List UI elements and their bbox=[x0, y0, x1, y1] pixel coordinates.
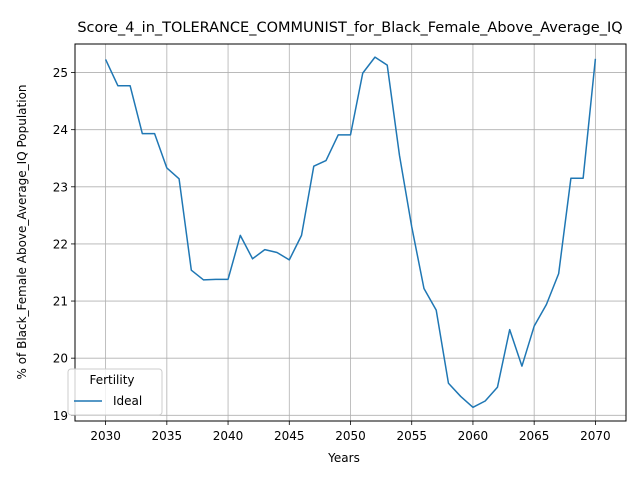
y-tick-label: 22 bbox=[53, 237, 68, 251]
series-layer bbox=[104, 56, 597, 409]
legend-title: Fertility bbox=[89, 373, 134, 387]
x-tick-label: 2055 bbox=[396, 429, 427, 443]
legend: Fertility Ideal bbox=[67, 368, 163, 416]
x-axis-label: Years bbox=[327, 451, 360, 465]
x-tick-label: 2060 bbox=[458, 429, 489, 443]
grid bbox=[75, 44, 626, 421]
axis-ticks: 2030 2035 2040 2045 2050 2055 2060 2065 2070 19 20… bbox=[53, 66, 611, 443]
chart-title: Score_4_in_TOLERANCE_COMMUNIST_for_Black… bbox=[77, 20, 622, 36]
x-tick-label: 2050 bbox=[335, 429, 366, 443]
series-line-ideal bbox=[104, 56, 597, 409]
legend-box bbox=[67, 368, 163, 416]
y-tick-label: 21 bbox=[53, 295, 68, 309]
x-tick-label: 2065 bbox=[519, 429, 550, 443]
y-tick-label: 19 bbox=[53, 409, 68, 423]
x-tick-label: 2030 bbox=[90, 429, 121, 443]
y-tick-label: 25 bbox=[53, 66, 68, 80]
legend-label-ideal: Ideal bbox=[113, 394, 142, 408]
x-tick-label: 2035 bbox=[152, 429, 183, 443]
y-axis-label: % of Black_Female Above_Average_IQ Popul… bbox=[15, 84, 29, 379]
y-tick-label: 23 bbox=[53, 180, 68, 194]
y-tick-label: 20 bbox=[53, 352, 68, 366]
x-tick-label: 2040 bbox=[213, 429, 244, 443]
x-tick-label: 2045 bbox=[274, 429, 305, 443]
x-tick-label: 2070 bbox=[580, 429, 611, 443]
y-tick-label: 24 bbox=[53, 123, 68, 137]
